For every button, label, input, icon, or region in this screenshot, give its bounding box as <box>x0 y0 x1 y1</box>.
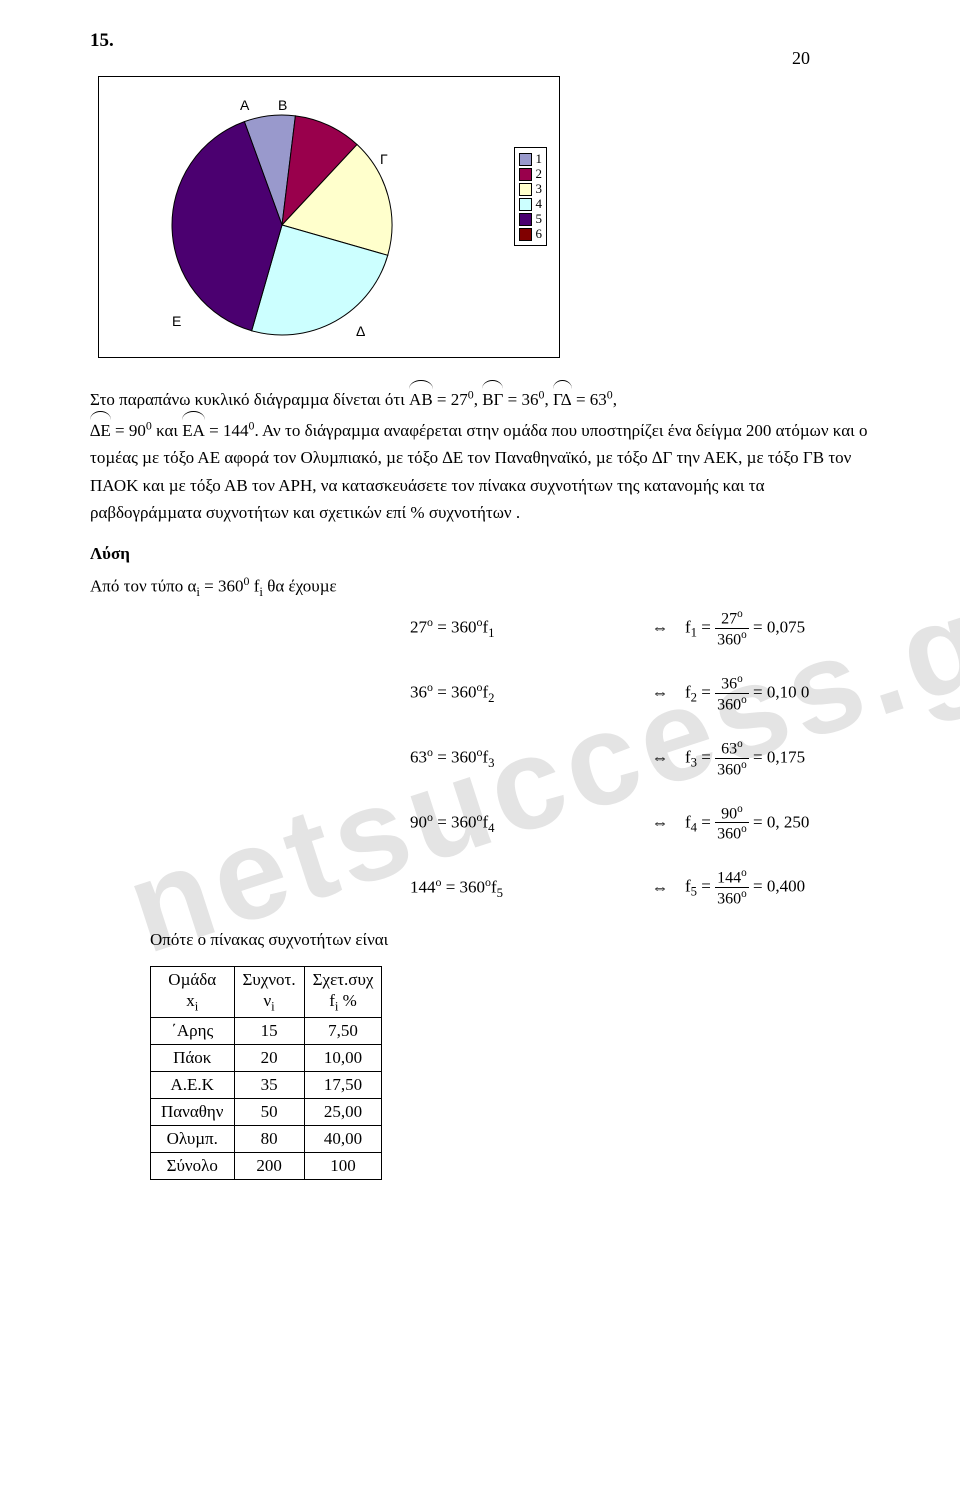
solution-heading: Λύση <box>90 544 880 564</box>
pie-slice-label: Γ <box>380 151 388 167</box>
table-cell: 7,50 <box>304 1018 382 1045</box>
calc-rhs: f5 = 144ο360ο = 0,400 <box>685 867 880 908</box>
iff-symbol: ⇔ <box>635 683 685 703</box>
table-cell: 20 <box>234 1045 304 1072</box>
table-cell: 80 <box>234 1126 304 1153</box>
calculations: 27o = 360of1⇔f1 = 27ο360ο = 0,07536o = 3… <box>410 608 880 908</box>
legend-swatch <box>519 183 532 196</box>
chart-legend: 123456 <box>514 147 548 246</box>
table-row: Ολυµπ.8040,00 <box>151 1126 382 1153</box>
table-cell: ΄Αρης <box>151 1018 235 1045</box>
legend-text: 2 <box>536 167 543 181</box>
frequency-table: ΟµάδαxiΣυχνοτ.νiΣχετ.συχfi %΄Αρης157,50Π… <box>150 966 382 1180</box>
legend-text: 5 <box>536 212 543 226</box>
table-cell: 35 <box>234 1072 304 1099</box>
iff-symbol: ⇔ <box>635 813 685 833</box>
calc-lhs: 90o = 360of4 <box>410 810 635 836</box>
legend-swatch <box>519 213 532 226</box>
table-cell: 50 <box>234 1099 304 1126</box>
calc-rhs: f4 = 90ο360ο = 0, 250 <box>685 803 880 844</box>
problem-paragraph: Στο παραπάνω κυκλικό διάγραµµα δίνεται ό… <box>90 382 880 526</box>
table-row: Πάοκ2010,00 <box>151 1045 382 1072</box>
pie-slice-label: Ε <box>172 313 181 329</box>
formula-line: Από τον τύπο αi = 3600 fi θα έχουµε <box>90 574 880 600</box>
table-cell: 25,00 <box>304 1099 382 1126</box>
table-row: ΄Αρης157,50 <box>151 1018 382 1045</box>
arc-de: ∆Ε <box>90 413 111 444</box>
legend-swatch <box>519 198 532 211</box>
table-row: Παναθην5025,00 <box>151 1099 382 1126</box>
table-cell: Παναθην <box>151 1099 235 1126</box>
calc-lhs: 36o = 360of2 <box>410 680 635 706</box>
legend-item: 3 <box>519 182 543 196</box>
calc-lhs: 27o = 360of1 <box>410 615 635 641</box>
legend-item: 5 <box>519 212 543 226</box>
table-row: Σύνολο200100 <box>151 1153 382 1180</box>
table-cell: 200 <box>234 1153 304 1180</box>
arc-gd: ΓΔ <box>553 382 572 413</box>
iff-symbol: ⇔ <box>635 618 685 638</box>
table-header: Οµάδαxi <box>151 967 235 1018</box>
table-cell: 40,00 <box>304 1126 382 1153</box>
legend-item: 1 <box>519 152 543 166</box>
table-cell: Σύνολο <box>151 1153 235 1180</box>
table-caption: Οπότε ο πίνακας συχνοτήτων είναι <box>150 930 880 950</box>
pie-slice-label: Β <box>278 97 287 113</box>
pie-chart: Α Β Γ Δ Ε 123456 <box>98 76 560 358</box>
table-cell: 17,50 <box>304 1072 382 1099</box>
page-number: 20 <box>792 48 810 69</box>
legend-text: 6 <box>536 227 543 241</box>
exercise-number: 15. <box>90 30 880 52</box>
pie-slice-label: Α <box>240 97 249 113</box>
legend-swatch <box>519 168 532 181</box>
calc-rhs: f3 = 63ο360ο = 0,175 <box>685 738 880 779</box>
legend-text: 4 <box>536 197 543 211</box>
table-cell: Α.Ε.Κ <box>151 1072 235 1099</box>
legend-text: 3 <box>536 182 543 196</box>
iff-symbol: ⇔ <box>635 878 685 898</box>
arc-ab: ΑΒ <box>409 382 433 413</box>
table-header: Συχνοτ.νi <box>234 967 304 1018</box>
legend-text: 1 <box>536 152 543 166</box>
legend-swatch <box>519 228 532 241</box>
legend-item: 6 <box>519 227 543 241</box>
calc-rhs: f1 = 27ο360ο = 0,075 <box>685 608 880 649</box>
iff-symbol: ⇔ <box>635 748 685 768</box>
calc-lhs: 63o = 360of3 <box>410 745 635 771</box>
table-cell: Πάοκ <box>151 1045 235 1072</box>
calc-rhs: f2 = 36ο360ο = 0,10 0 <box>685 673 880 714</box>
table-cell: 15 <box>234 1018 304 1045</box>
arc-bg: ΒΓ <box>482 382 503 413</box>
table-header: Σχετ.συχfi % <box>304 967 382 1018</box>
table-row: Α.Ε.Κ3517,50 <box>151 1072 382 1099</box>
legend-swatch <box>519 153 532 166</box>
calc-lhs: 144o = 360of5 <box>410 875 635 901</box>
pie-slice-label: Δ <box>356 323 365 339</box>
arc-ea: ΕΑ <box>182 413 205 444</box>
legend-item: 2 <box>519 167 543 181</box>
table-cell: 10,00 <box>304 1045 382 1072</box>
table-cell: 100 <box>304 1153 382 1180</box>
legend-item: 4 <box>519 197 543 211</box>
table-cell: Ολυµπ. <box>151 1126 235 1153</box>
